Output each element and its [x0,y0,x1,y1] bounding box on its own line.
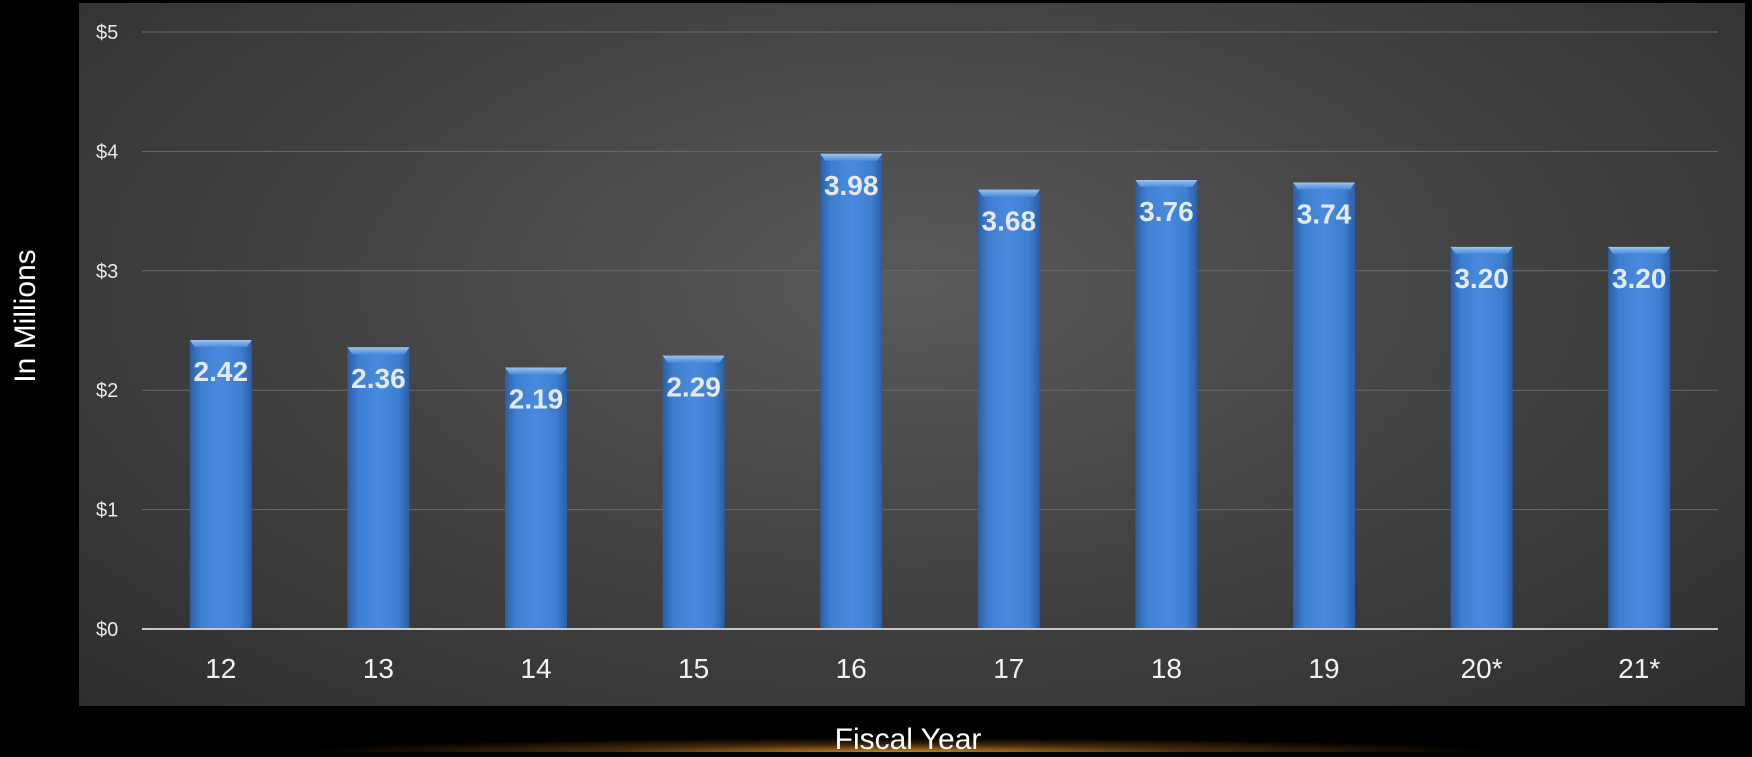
bar-top-bevel [978,190,1040,197]
bar [1608,247,1670,629]
bar [1135,180,1197,629]
x-tick-label: 20* [1461,653,1503,684]
x-tick-label: 13 [363,653,394,684]
data-label: 3.20 [1454,263,1509,294]
bar-top-bevel [505,368,567,375]
bar-top-bevel [190,340,252,347]
y-tick-label: $1 [96,500,118,522]
x-tick-label: 15 [678,653,709,684]
bar-top-bevel [1135,180,1197,187]
data-labels: 2.42 2.36 2.19 2.29 3.98 3.68 3.76 3.74 3.20 3.20 [194,170,1667,415]
x-tick-label: 19 [1308,653,1339,684]
x-tick-label: 17 [993,653,1024,684]
x-axis-ticks: 12 13 14 15 16 17 18 19 20* 21* [205,653,1660,684]
data-label: 2.42 [194,356,249,387]
data-label: 3.68 [982,206,1037,237]
data-label: 3.20 [1612,263,1667,294]
x-tick-label: 12 [205,653,236,684]
y-tick-label: $4 [96,141,118,163]
data-label: 3.76 [1139,196,1194,227]
bar-top-bevel [663,356,725,363]
bar [820,154,882,629]
data-label: 3.74 [1297,198,1352,229]
x-tick-label: 16 [836,653,867,684]
bar [1451,247,1513,629]
y-tick-label: $2 [96,380,118,402]
x-tick-label: 18 [1151,653,1182,684]
bars [190,154,1670,629]
y-tick-label: $3 [96,261,118,283]
x-tick-label: 21* [1618,653,1660,684]
bar [1293,182,1355,629]
bar-top-bevel [1293,182,1355,189]
data-label: 2.19 [509,384,564,415]
data-label: 3.98 [824,170,879,201]
bar-top-bevel [347,347,409,354]
data-label: 2.29 [666,372,721,403]
y-axis-ticks: $0 $1 $2 $3 $4 $5 [96,22,118,641]
bar [978,190,1040,629]
bar-top-bevel [1451,247,1513,254]
y-tick-label: $5 [96,22,118,44]
bar-top-bevel [820,154,882,161]
y-tick-label: $0 [96,619,118,641]
x-tick-label: 14 [520,653,551,684]
data-label: 2.36 [351,363,406,394]
bar-top-bevel [1608,247,1670,254]
